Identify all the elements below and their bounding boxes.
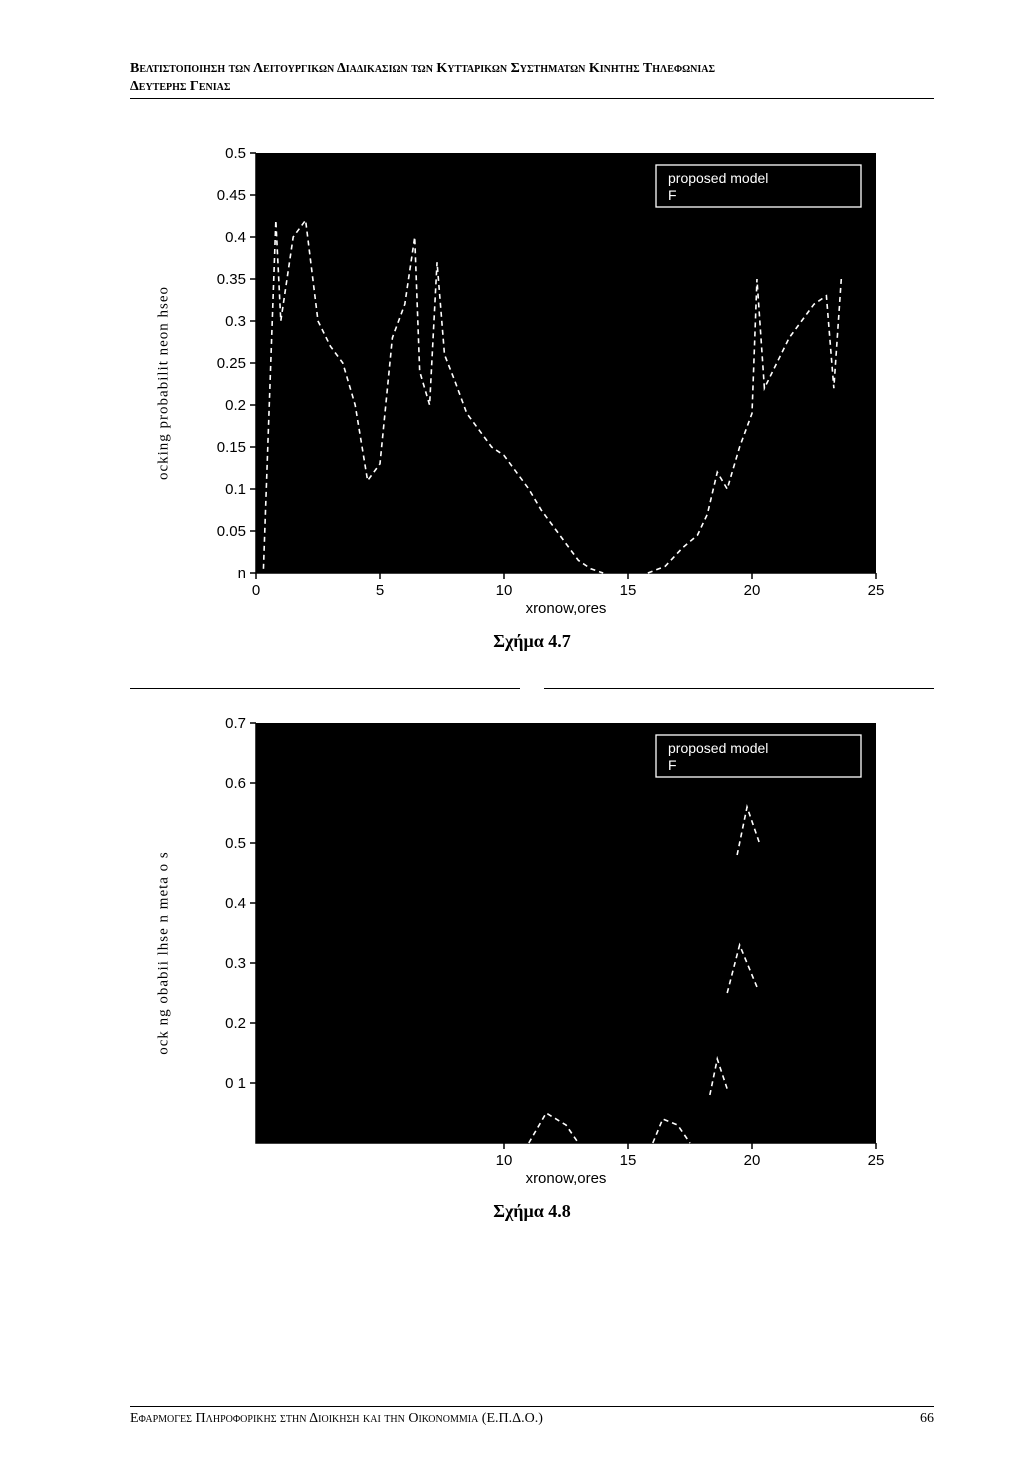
svg-text:0.3: 0.3 [225,955,246,972]
svg-text:0: 0 [252,582,260,599]
svg-text:0.4: 0.4 [225,895,246,912]
svg-text:proposed model: proposed model [668,740,768,756]
chart2-ylabel: ock ng obabii lhse n meta o s [156,852,173,1056]
chart2-svg: 0 1 0.2 0.3 0.4 0.5 0.6 0.7 10 15 20 25 xronow,ores… [200,717,896,1189]
svg-text:0.25: 0.25 [217,355,246,372]
svg-text:F: F [668,757,677,773]
chart-4-7: ocking probabilit neon hseo n0.050.10.15… [200,147,934,619]
svg-text:0.2: 0.2 [225,1015,246,1032]
svg-text:0.05: 0.05 [217,523,246,540]
svg-text:0.1: 0.1 [225,481,246,498]
caption-4-8: Σχήμα 4.8 [130,1201,934,1222]
svg-text:0.3: 0.3 [225,313,246,330]
svg-text:25: 25 [868,1152,885,1169]
caption-4-7: Σχήμα 4.7 [130,631,934,652]
svg-text:0.2: 0.2 [225,397,246,414]
svg-text:0.15: 0.15 [217,439,246,456]
svg-text:n: n [238,565,246,582]
svg-text:15: 15 [620,582,637,599]
chart-4-8: ock ng obabii lhse n meta o s 0 10.20.30… [200,717,934,1189]
svg-text:F: F [668,187,677,203]
svg-text:10: 10 [496,582,513,599]
svg-text:5: 5 [376,582,384,599]
svg-text:0.6: 0.6 [225,775,246,792]
svg-text:proposed model: proposed model [668,170,768,186]
svg-text:xronow,ores: xronow,ores [526,600,607,617]
svg-text:10: 10 [496,1152,513,1169]
footer-text: Εφαρμογες Πληροφορικης στην Διοικηση και… [130,1411,543,1427]
svg-text:0.35: 0.35 [217,271,246,288]
svg-text:0.5: 0.5 [225,835,246,852]
mid-divider [130,688,934,689]
svg-text:25: 25 [868,582,885,599]
page-footer: Εφαρμογες Πληροφορικης στην Διοικηση και… [130,1406,934,1427]
chart1-svg: n 0.05 0.1 0.15 0.2 0.25 0.3 0.35 0.4 0.45 0.5 0 5 10… [200,147,896,619]
header-rule [130,98,934,99]
header-line-1: Βελτιστοποιηση των Λειτουργικων Διαδικασ… [130,60,934,78]
svg-text:xronow,ores: xronow,ores [526,1170,607,1187]
footer-page-number: 66 [920,1411,934,1427]
svg-text:20: 20 [744,1152,761,1169]
svg-text:0.4: 0.4 [225,229,246,246]
svg-text:20: 20 [744,582,761,599]
svg-text:0.5: 0.5 [225,147,246,162]
svg-text:0.45: 0.45 [217,187,246,204]
svg-text:0.7: 0.7 [225,717,246,732]
chart1-ylabel: ocking probabilit neon hseo [156,286,173,480]
svg-text:15: 15 [620,1152,637,1169]
svg-text:0 1: 0 1 [225,1075,246,1092]
header-line-2: Δευτερης Γενιας [130,78,934,96]
